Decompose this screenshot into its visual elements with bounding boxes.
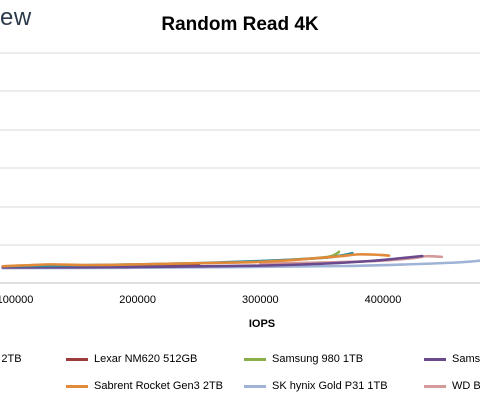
chart-legend: SIC 2TB Lexar NM620 512GB Samsung 980 1TB S…	[0, 340, 480, 400]
brand-logo-text: ew	[0, 4, 32, 31]
legend-item: Sams	[424, 353, 480, 365]
legend-item: Lexar NM620 512GB	[66, 353, 197, 365]
legend-swatch	[244, 384, 266, 388]
legend-swatch	[244, 357, 266, 361]
chart-title: Random Read 4K	[161, 14, 319, 35]
x-tick-label: 100000	[0, 294, 33, 306]
legend-item: SK hynix Gold P31 1TB	[244, 380, 388, 392]
legend-label: WD B	[452, 380, 480, 392]
x-tick-label: 400000	[365, 294, 402, 306]
legend-item: WD B	[424, 380, 480, 392]
legend-label: Samsung 980 1TB	[272, 353, 364, 365]
legend-swatch	[66, 357, 88, 361]
legend-swatch	[424, 384, 446, 388]
x-tick-labels: 100000 200000 300000 400000	[0, 294, 401, 306]
series-lines	[1, 250, 480, 270]
legend-label: Lexar NM620 512GB	[94, 353, 198, 365]
legend-label: SK hynix Gold P31 1TB	[272, 380, 388, 392]
x-tick-label: 300000	[242, 294, 279, 306]
chart-area: 100000 200000 300000 400000 IOPS	[0, 52, 480, 330]
series-line-sabrent-rocket-gen3-2tb	[1, 252, 391, 268]
series-line-samsung	[1, 254, 424, 269]
x-tick-label: 200000	[119, 294, 156, 306]
gridlines	[0, 52, 480, 246]
legend-label: Sabrent Rocket Gen3 2TB	[94, 380, 224, 392]
x-axis-label: IOPS	[249, 318, 275, 330]
legend-swatch	[424, 357, 446, 361]
legend-item: Sabrent Rocket Gen3 2TB	[66, 380, 223, 392]
legend-label: Sams	[452, 353, 480, 365]
legend-swatch	[66, 384, 88, 388]
legend-label: SIC 2TB	[0, 353, 22, 365]
legend-item: Samsung 980 1TB	[244, 353, 363, 365]
legend-item: SIC 2TB	[0, 353, 22, 365]
